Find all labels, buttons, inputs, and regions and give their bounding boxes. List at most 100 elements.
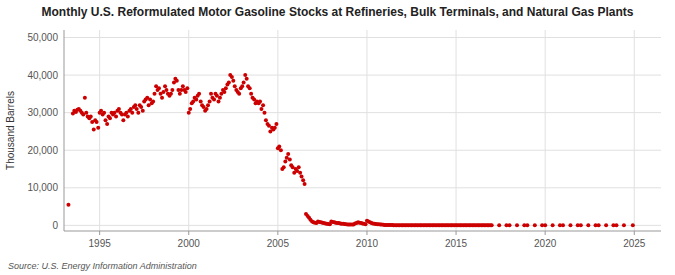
point [301, 178, 305, 182]
point [105, 122, 109, 126]
grid-line [64, 37, 661, 38]
point [597, 223, 601, 227]
point [187, 111, 191, 115]
grid [64, 30, 661, 231]
point [551, 223, 555, 227]
point [164, 88, 168, 92]
point [297, 165, 301, 169]
point [170, 88, 174, 92]
point [96, 126, 100, 130]
point [249, 92, 253, 96]
chart: Monthly U.S. Reformulated Motor Gasoline… [0, 0, 675, 275]
tick-label: 2020 [534, 238, 557, 249]
grid-line [456, 30, 457, 231]
grid-line [99, 30, 100, 231]
tick-mark [634, 231, 635, 235]
tick-label: 10,000 [27, 182, 58, 193]
point [283, 159, 287, 163]
point [561, 223, 565, 227]
point [163, 84, 167, 88]
point [114, 114, 118, 118]
point [222, 90, 226, 94]
point [104, 118, 108, 122]
point [586, 223, 590, 227]
tick-label: 2005 [267, 238, 290, 249]
tick-label: 2025 [623, 238, 646, 249]
point [197, 92, 201, 96]
point [273, 126, 277, 130]
point [288, 158, 292, 162]
point [604, 223, 608, 227]
point [282, 165, 286, 169]
grid-line [64, 150, 661, 151]
point [139, 105, 143, 109]
point [83, 96, 87, 100]
point [84, 111, 88, 115]
point [217, 99, 221, 103]
grid-line [64, 112, 661, 113]
point [258, 99, 262, 103]
point [157, 86, 161, 90]
point [208, 99, 212, 103]
point [242, 81, 246, 85]
tick-mark [277, 231, 278, 235]
point [218, 96, 222, 100]
point [230, 75, 234, 79]
point [259, 107, 263, 111]
point [130, 111, 134, 115]
point [248, 86, 252, 90]
point [206, 103, 210, 107]
point [300, 175, 304, 179]
point [525, 223, 529, 227]
tick-mark [366, 231, 367, 235]
point [133, 103, 137, 107]
point [153, 92, 157, 96]
point [169, 92, 173, 96]
y-axis [64, 30, 65, 231]
point [497, 223, 501, 227]
tick-label: 20,000 [27, 145, 58, 156]
point [233, 84, 237, 88]
point [175, 79, 179, 83]
point [136, 111, 140, 115]
point [286, 152, 290, 156]
point [117, 107, 121, 111]
point [66, 203, 70, 207]
point [240, 84, 244, 88]
point [209, 92, 213, 96]
tick-label: 2010 [356, 238, 379, 249]
point [515, 223, 519, 227]
point [237, 92, 241, 96]
point [262, 111, 266, 115]
point [243, 73, 247, 77]
grid-line [634, 30, 635, 231]
point [568, 223, 572, 227]
point [151, 99, 155, 103]
point [185, 86, 189, 90]
point [622, 223, 626, 227]
point [95, 120, 99, 124]
tick-mark [99, 231, 100, 235]
point [227, 81, 231, 85]
point [160, 96, 164, 100]
point [298, 171, 302, 175]
tick-label: 2000 [178, 238, 201, 249]
point [135, 107, 139, 111]
tick-label: 30,000 [27, 107, 58, 118]
point [121, 118, 125, 122]
point [205, 107, 209, 111]
point [92, 128, 96, 132]
tick-label: 2015 [445, 238, 468, 249]
point [303, 182, 307, 186]
point [184, 90, 188, 94]
grid-line [64, 75, 661, 76]
grid-line [545, 30, 546, 231]
tick-mark [188, 231, 189, 235]
point [212, 98, 216, 102]
tick-mark [456, 231, 457, 235]
title: Monthly U.S. Reformulated Motor Gasoline… [42, 5, 634, 19]
point [141, 109, 145, 113]
tick-label: 0 [52, 220, 58, 231]
point [264, 118, 268, 122]
point [274, 122, 278, 126]
